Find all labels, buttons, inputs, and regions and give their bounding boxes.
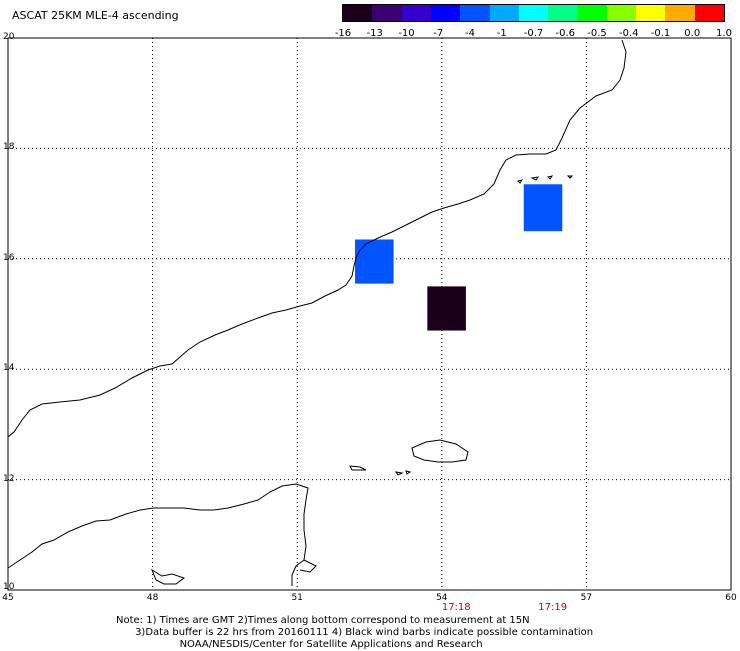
latitude-label: 14 — [3, 363, 15, 374]
colorbar — [342, 4, 725, 22]
colorbar-segment — [430, 5, 461, 21]
arabian-coastline — [7, 39, 627, 438]
time-label: 17:19 — [538, 602, 568, 613]
latitude-label: 12 — [3, 473, 15, 484]
longitude-label: 51 — [291, 593, 303, 603]
colorbar-tick-label: -10 — [398, 28, 415, 39]
latitude-label: 10 — [3, 582, 15, 592]
colorbar-segment — [460, 5, 490, 21]
colorbar-tick-label: 1.0 — [716, 28, 732, 39]
map-frame — [7, 37, 732, 591]
longitude-label: 57 — [580, 593, 593, 603]
longitude-label: 54 — [436, 593, 448, 603]
colorbar-tick-label: -0.1 — [650, 28, 671, 39]
longitude-label: 48 — [146, 593, 159, 603]
graticule — [8, 38, 731, 590]
colorbar-segment — [665, 5, 695, 21]
ascat-cell — [427, 286, 466, 331]
colorbar-segment — [518, 5, 549, 21]
colorbar-segment — [577, 5, 607, 21]
colorbar-segment — [372, 5, 402, 21]
coastline — [7, 39, 627, 586]
socotra-island — [411, 439, 469, 463]
longitude-label: 60 — [725, 593, 737, 603]
colorbar-segment — [636, 5, 666, 21]
plot-title: ASCAT 25KM MLE-4 ascending — [12, 9, 179, 22]
abd-al-kuri-island — [349, 465, 367, 471]
kuria-muria-islands — [517, 175, 574, 184]
somalia-coastline — [7, 483, 309, 586]
colorbar-tick-label: -7 — [433, 28, 444, 39]
note-line-2: 3)Data buffer is 22 hrs from 20160111 4)… — [116, 627, 594, 638]
cape-horn-tip — [299, 559, 317, 573]
colorbar-tick-label: -16 — [334, 28, 352, 39]
note-line-3: NOAA/NESDIS/Center for Satellite Applica… — [116, 639, 483, 650]
colorbar-tick-label: -0.4 — [618, 28, 639, 39]
small-island — [405, 470, 412, 475]
colorbar-tick-label: -13 — [366, 28, 383, 39]
ascat-cells — [355, 184, 563, 331]
longitude-label: 45 — [2, 593, 14, 603]
colorbar-tick-label: 0.0 — [684, 28, 701, 39]
time-label: 17:18 — [441, 602, 471, 613]
colorbar-tick-label: -0.5 — [587, 28, 607, 39]
colorbar-tick-label: -4 — [465, 28, 475, 39]
colorbar-segment — [489, 5, 519, 21]
small-island — [394, 471, 404, 476]
latitude-label: 18 — [3, 142, 15, 153]
ascat-cell — [355, 239, 394, 284]
latitude-label: 16 — [3, 252, 15, 263]
colorbar-segment — [606, 5, 637, 21]
colorbar-segment — [343, 5, 373, 21]
colorbar-segment — [548, 5, 578, 21]
coastal-feature — [150, 568, 186, 585]
latitude-label: 20 — [3, 32, 15, 42]
colorbar-segment — [694, 5, 725, 21]
ascat-cell — [523, 184, 563, 232]
colorbar-tick-label: -0.6 — [555, 28, 575, 39]
colorbar-tick-label: -0.7 — [523, 28, 544, 39]
note-line-1: Note: 1) Times are GMT 2)Times along bot… — [116, 615, 530, 626]
colorbar-tick-label: -1 — [496, 28, 507, 39]
colorbar-segment — [401, 5, 431, 21]
